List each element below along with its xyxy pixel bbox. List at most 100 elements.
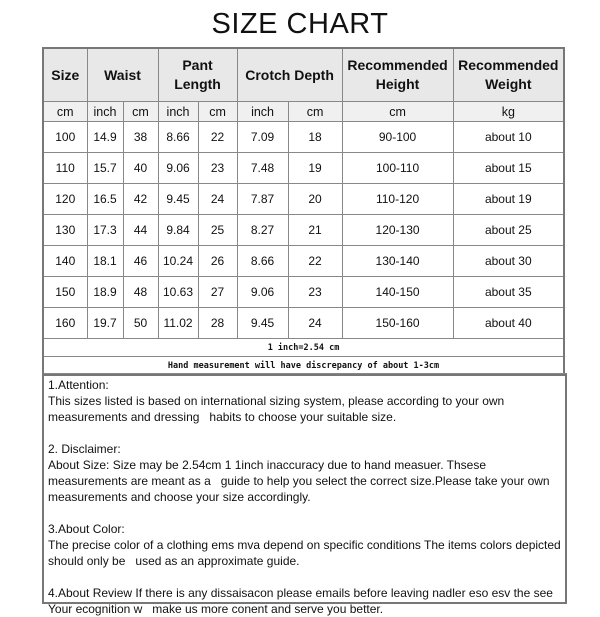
note-section: 3.About Color: The precise color of a clo… bbox=[48, 521, 561, 569]
unit-cell: inch bbox=[157, 101, 199, 122]
note-section: 1.Attention: This sizes listed is based o… bbox=[48, 377, 561, 425]
table-cell: about 30 bbox=[452, 245, 565, 277]
discrepancy-row: Hand measurement will have discrepancy o… bbox=[42, 356, 565, 376]
table-cell: 9.84 bbox=[157, 214, 199, 246]
table-cell: 22 bbox=[197, 121, 238, 153]
table-cell: 7.48 bbox=[236, 152, 289, 184]
table-cell: 150-160 bbox=[341, 307, 454, 339]
table-cell: 130-140 bbox=[341, 245, 454, 277]
table-cell: 100 bbox=[42, 121, 88, 153]
header-recommended-height: Recommended Height bbox=[341, 47, 454, 102]
table-cell: about 25 bbox=[452, 214, 565, 246]
note-text: About Size: Size may be 2.54cm 1 1inch i… bbox=[48, 458, 553, 504]
table-row: 160 19.7 50 11.02 28 9.45 24 150-160 about 40 bbox=[42, 307, 565, 339]
conversion-note: 1 inch=2.54 cm bbox=[42, 338, 565, 357]
unit-cell: cm bbox=[341, 101, 454, 122]
note-section: 2. Disclaimer: About Size: Size may be 2.… bbox=[48, 441, 561, 505]
unit-cell: cm bbox=[42, 101, 88, 122]
table-cell: 140 bbox=[42, 245, 88, 277]
table-cell: 42 bbox=[122, 183, 159, 215]
table-cell: 16.5 bbox=[86, 183, 124, 215]
table-cell: 24 bbox=[287, 307, 343, 339]
table-cell: 9.45 bbox=[157, 183, 199, 215]
table-cell: 140-150 bbox=[341, 276, 454, 308]
table-cell: 21 bbox=[287, 214, 343, 246]
note-text: This sizes listed is based on internatio… bbox=[48, 394, 508, 424]
table-cell: 110 bbox=[42, 152, 88, 184]
table-cell: 7.87 bbox=[236, 183, 289, 215]
table-cell: 7.09 bbox=[236, 121, 289, 153]
table-cell: 120 bbox=[42, 183, 88, 215]
table-cell: about 19 bbox=[452, 183, 565, 215]
table-cell: 17.3 bbox=[86, 214, 124, 246]
table-cell: 18.1 bbox=[86, 245, 124, 277]
table-cell: 24 bbox=[197, 183, 238, 215]
table-cell: 15.7 bbox=[86, 152, 124, 184]
table-cell: 9.06 bbox=[157, 152, 199, 184]
table-cell: 110-120 bbox=[341, 183, 454, 215]
table-cell: 11.02 bbox=[157, 307, 199, 339]
note-heading: 3.About Color: bbox=[48, 522, 125, 536]
note-heading: 1.Attention: bbox=[48, 378, 109, 392]
table-row: 150 18.9 48 10.63 27 9.06 23 140-150 about 35 bbox=[42, 276, 565, 308]
table-cell: 25 bbox=[197, 214, 238, 246]
table-cell: 20 bbox=[287, 183, 343, 215]
unit-cell: inch bbox=[86, 101, 124, 122]
note-text: 4.About Review If there is any dissaisac… bbox=[48, 586, 557, 616]
table-cell: 10.24 bbox=[157, 245, 199, 277]
table-cell: 8.66 bbox=[236, 245, 289, 277]
table-row: 140 18.1 46 10.24 26 8.66 22 130-140 about 30 bbox=[42, 245, 565, 277]
header-crotch-depth: Crotch Depth bbox=[236, 47, 343, 102]
table-cell: 23 bbox=[197, 152, 238, 184]
table-cell: about 10 bbox=[452, 121, 565, 153]
notes-box: 1.Attention: This sizes listed is based o… bbox=[42, 373, 567, 616]
table-cell: 150 bbox=[42, 276, 88, 308]
table-cell: 40 bbox=[122, 152, 159, 184]
table-row: 110 15.7 40 9.06 23 7.48 19 100-110 about 15 bbox=[42, 152, 565, 184]
table-cell: 10.63 bbox=[157, 276, 199, 308]
table-cell: 48 bbox=[122, 276, 159, 308]
unit-cell: kg bbox=[452, 101, 565, 122]
table-cell: 160 bbox=[42, 307, 88, 339]
table-cell: 100-110 bbox=[341, 152, 454, 184]
table-cell: 27 bbox=[197, 276, 238, 308]
table-cell: 19.7 bbox=[86, 307, 124, 339]
header-recommended-weight: Recommended Weight bbox=[452, 47, 565, 102]
table-row: 100 14.9 38 8.66 22 7.09 18 90-100 about 10 bbox=[42, 121, 565, 153]
table-cell: 50 bbox=[122, 307, 159, 339]
note-heading: 2. Disclaimer: bbox=[48, 442, 121, 456]
header-waist: Waist bbox=[86, 47, 159, 102]
units-row: cm inch cm inch cm inch cm cm kg bbox=[42, 101, 565, 122]
table-cell: 120-130 bbox=[341, 214, 454, 246]
note-text: The precise color of a clothing ems mva … bbox=[48, 538, 565, 568]
table-cell: 14.9 bbox=[86, 121, 124, 153]
table-cell: 19 bbox=[287, 152, 343, 184]
table-cell: about 15 bbox=[452, 152, 565, 184]
table-cell: 23 bbox=[287, 276, 343, 308]
table-cell: 22 bbox=[287, 245, 343, 277]
table-body: 100 14.9 38 8.66 22 7.09 18 90-100 about 10 110 15… bbox=[42, 121, 565, 339]
table-cell: 28 bbox=[197, 307, 238, 339]
table-cell: 9.06 bbox=[236, 276, 289, 308]
discrepancy-note: Hand measurement will have discrepancy o… bbox=[42, 356, 565, 376]
table-cell: about 40 bbox=[452, 307, 565, 339]
unit-cell: inch bbox=[236, 101, 289, 122]
table-cell: 18.9 bbox=[86, 276, 124, 308]
table-row: 130 17.3 44 9.84 25 8.27 21 120-130 about 25 bbox=[42, 214, 565, 246]
table-cell: 8.66 bbox=[157, 121, 199, 153]
unit-cell: cm bbox=[122, 101, 159, 122]
unit-cell: cm bbox=[197, 101, 238, 122]
table-cell: 44 bbox=[122, 214, 159, 246]
header-row: Size Waist Pant Length Crotch Depth Reco… bbox=[42, 47, 565, 102]
table-cell: 26 bbox=[197, 245, 238, 277]
size-chart-table: Size Waist Pant Length Crotch Depth Reco… bbox=[42, 47, 566, 376]
header-size: Size bbox=[42, 47, 88, 102]
table-cell: about 35 bbox=[452, 276, 565, 308]
unit-cell: cm bbox=[287, 101, 343, 122]
table-cell: 90-100 bbox=[341, 121, 454, 153]
table-cell: 46 bbox=[122, 245, 159, 277]
note-section: 4.About Review If there is any dissaisac… bbox=[48, 585, 561, 617]
table-row: 120 16.5 42 9.45 24 7.87 20 110-120 about 19 bbox=[42, 183, 565, 215]
conversion-row: 1 inch=2.54 cm bbox=[42, 338, 565, 357]
table-cell: 130 bbox=[42, 214, 88, 246]
